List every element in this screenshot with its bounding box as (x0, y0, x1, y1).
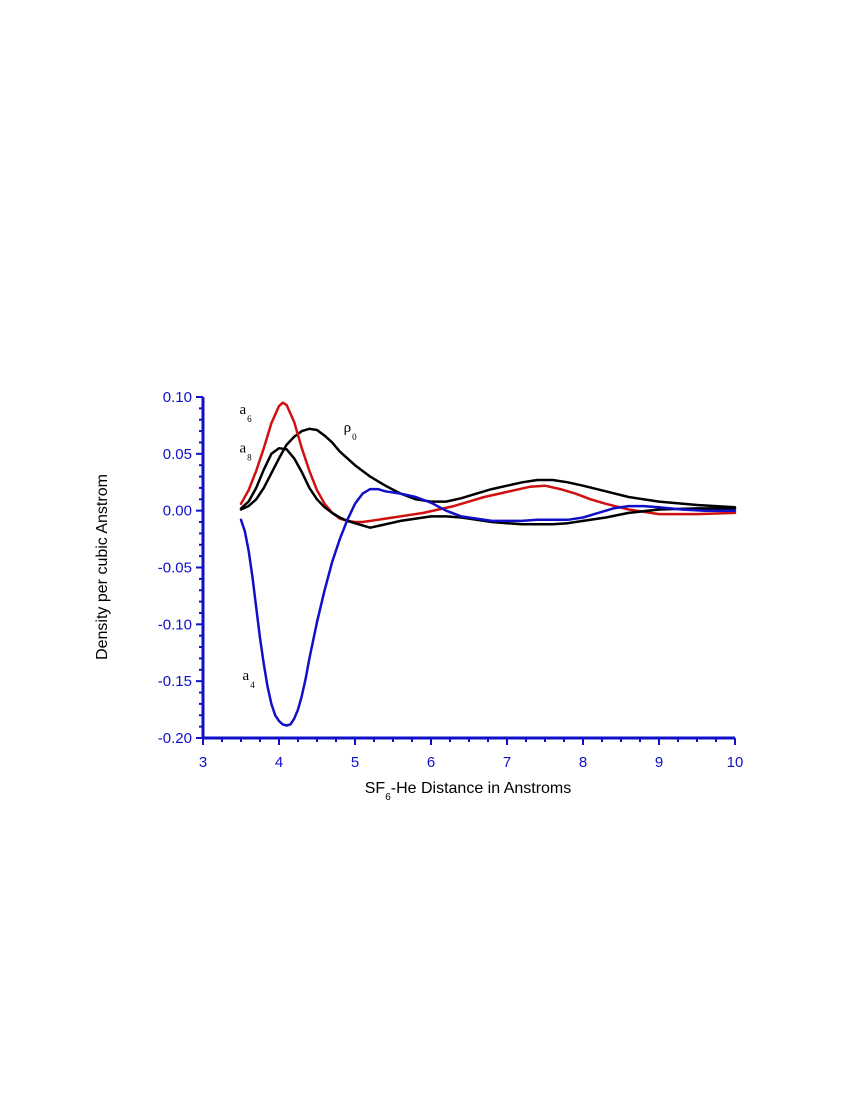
series-line-a4 (239, 487, 737, 727)
x-tick-label: 5 (351, 754, 359, 771)
x-axis-title-subscript: 6 (385, 792, 391, 803)
series-line-a6 (239, 401, 737, 524)
y-tick-label: 0.05 (163, 446, 192, 463)
y-tick-label: 0.00 (163, 503, 192, 520)
series-label-ρ0: ρ0 (344, 420, 358, 442)
x-tick-label: 3 (199, 754, 207, 771)
y-tick-label: -0.20 (158, 730, 192, 747)
series-label-a6: a6 (239, 402, 252, 424)
x-axis-title: SF6-He Distance in Anstroms (365, 780, 572, 803)
x-tick-label: 9 (655, 754, 663, 771)
y-tick-label: 0.10 (163, 389, 192, 406)
y-tick-label: -0.15 (158, 673, 192, 690)
series-layer (239, 401, 737, 727)
series-line-a8 (239, 446, 737, 529)
series-label-a4: a4 (243, 668, 256, 690)
x-tick-label: 10 (727, 754, 744, 771)
x-tick-label: 8 (579, 754, 587, 771)
y-axis-title: Density per cubic Anstrom (94, 474, 111, 660)
y-tick-label: -0.10 (158, 616, 192, 633)
x-tick-label: 7 (503, 754, 511, 771)
x-tick-label: 6 (427, 754, 435, 771)
chart-axes: 3 4 5 6 7 8 9 10 0.10 0.05 0.00 -0.05 -0.10 -0.15 -0.2… (158, 389, 744, 771)
x-tick-label: 4 (275, 754, 283, 771)
series-label-a8: a8 (239, 441, 252, 463)
y-tick-label: -0.05 (158, 560, 192, 577)
x-axis-title-rest: -He Distance in Anstroms (391, 780, 572, 797)
x-axis-title-main: SF (365, 780, 386, 797)
series-labels: ρ0 a6 a8 a4 (239, 402, 357, 690)
